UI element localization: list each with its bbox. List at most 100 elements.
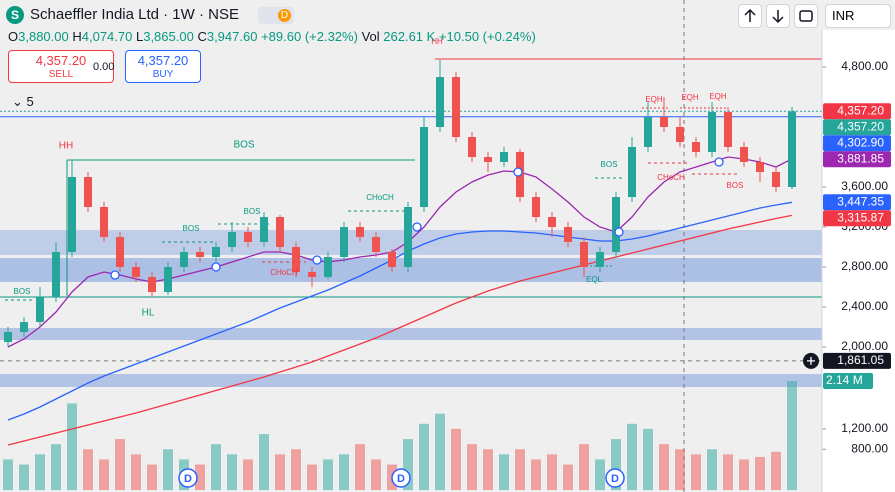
up-icon [744, 8, 756, 22]
volume-bar [275, 454, 285, 490]
volume-bar [659, 444, 669, 490]
y-tick-label: 2,400.00 [841, 299, 888, 313]
volume-bar [35, 454, 45, 490]
zone [0, 328, 822, 340]
symbol[interactable]: Schaeffler India Ltd · 1W · NSE [30, 6, 239, 23]
candle-body [452, 77, 460, 137]
dividend-label: D [184, 473, 192, 485]
volume-bar [531, 459, 541, 490]
candle-body [308, 272, 316, 277]
volume-bar [451, 428, 461, 490]
buy-price: 4,357.20 [137, 53, 189, 68]
candle-body [276, 217, 284, 247]
annotation: BOS [183, 224, 200, 233]
annotation: EQH [709, 92, 727, 101]
down-button[interactable] [766, 4, 790, 28]
annotation: CHoCH [366, 193, 394, 202]
candle-body [324, 257, 332, 277]
volume-bar [579, 444, 589, 490]
candle-body [372, 237, 380, 252]
price-tag [823, 194, 891, 211]
volume-bar [323, 459, 333, 490]
volume-tag-label: 2.14 M [826, 373, 863, 387]
price-tag [823, 151, 891, 168]
indicators-toggle[interactable]: ⌄ 5 [12, 94, 34, 110]
candle-body [500, 152, 508, 162]
candle-body [756, 162, 764, 172]
volume-bar [435, 413, 445, 490]
volume-bar [515, 449, 525, 490]
crosshair-label: 1,861.05 [837, 353, 884, 367]
spread: 0.00 [93, 61, 115, 73]
volume-bar [467, 444, 477, 490]
candle-body [660, 117, 668, 127]
badge-box: D [258, 7, 294, 24]
candle-body [260, 217, 268, 242]
candle-body [644, 117, 652, 147]
candle-body [404, 207, 412, 267]
signal-marker [412, 222, 422, 232]
volume-bar [307, 464, 317, 490]
annotation: BOS [14, 287, 31, 296]
crosshair-tag [823, 352, 891, 369]
signal-marker [211, 262, 221, 272]
sell-button[interactable]: 4,357.20 SELL [8, 50, 114, 83]
volume-bar [83, 449, 93, 490]
candle-body [580, 242, 588, 267]
annotation: HH [431, 37, 443, 46]
candle-body [164, 267, 172, 292]
buy-button[interactable]: 4,357.20 BUY [125, 50, 201, 83]
candle-body [212, 247, 220, 257]
volume-bar [707, 449, 717, 490]
indicators-count: 5 [26, 94, 34, 109]
up-button[interactable] [738, 4, 762, 28]
volume-bar [771, 451, 781, 490]
signal-marker [614, 227, 624, 237]
candle-body [52, 252, 60, 297]
ohlc-key: H [72, 29, 82, 44]
volume-bar [563, 464, 573, 490]
annotation: HH [59, 141, 73, 152]
annotation: BOS [601, 160, 618, 169]
logo: S [6, 6, 24, 24]
volume-change: +10.50 (+0.24%) [438, 29, 536, 44]
ohlc-value: 4,074.70 [81, 29, 133, 44]
candle-body [436, 77, 444, 127]
volume-bar [691, 454, 701, 490]
candle-body [180, 252, 188, 267]
candle-body [612, 197, 620, 252]
candle-body [84, 177, 92, 207]
volume-bar [243, 459, 253, 490]
volume-bar [3, 459, 13, 490]
signal-marker [312, 255, 322, 265]
candle-body [68, 177, 76, 252]
candle-body [708, 112, 716, 152]
y-tick-label: 3,600.00 [841, 179, 888, 193]
badge: D [278, 9, 291, 22]
volume-bar [115, 439, 125, 490]
annotation: EQH [681, 93, 699, 102]
annotation: BOS [233, 140, 254, 151]
candle-body [388, 252, 396, 267]
zone [0, 374, 822, 387]
change: +89.60 (+2.32%) [261, 29, 358, 44]
volume-bar [355, 444, 365, 490]
volume-bar [627, 423, 637, 490]
candle-body [132, 267, 140, 277]
volume-bar [547, 454, 557, 490]
volume: 262.61 K [383, 29, 436, 44]
candle-body [484, 157, 492, 162]
volume-bar [227, 454, 237, 490]
ma-line [7, 214, 793, 446]
volume-bar [163, 449, 173, 490]
signal-marker [513, 167, 523, 177]
currency-select[interactable]: INR [825, 4, 891, 28]
volume-bar [483, 449, 493, 490]
candle-body [628, 147, 636, 197]
candle-body [692, 142, 700, 152]
fullscreen-button[interactable] [794, 4, 818, 28]
price-tag-label: 4,357.20 [837, 119, 884, 133]
volume-label: Vol [361, 29, 380, 44]
